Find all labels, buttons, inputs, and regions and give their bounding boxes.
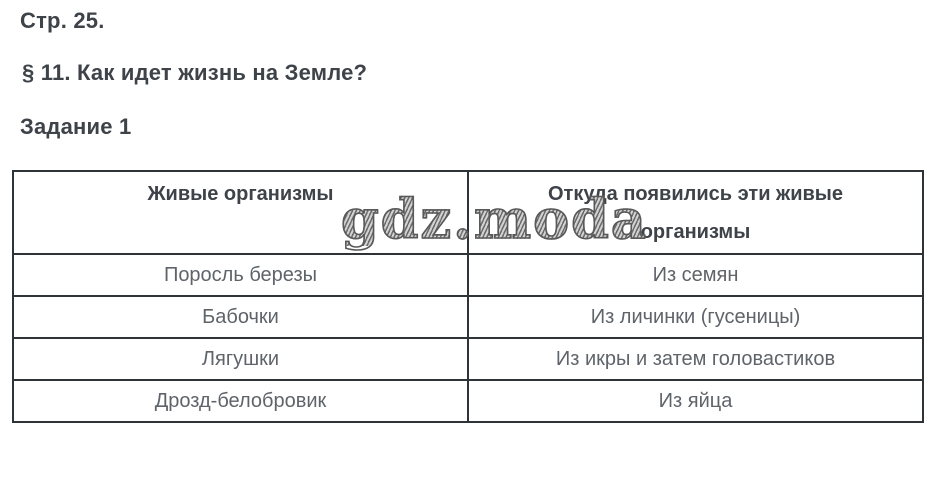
table-row: Поросль березы Из семян (12, 253, 924, 297)
organism-cell: Лягушки (12, 337, 469, 381)
task-title: Задание 1 (20, 114, 132, 139)
origin-cell: Из икры и затем головастиков (467, 337, 924, 381)
origin-cell: Из яйца (467, 379, 924, 423)
section-title: § 11. Как идет жизнь на Земле? (22, 60, 368, 85)
origin-cell: Из личинки (гусеницы) (467, 295, 924, 339)
table-row: Дрозд-белобровик Из яйца (12, 379, 924, 423)
table-row: Лягушки Из икры и затем головастиков (12, 337, 924, 381)
origin-cell: Из семян (467, 253, 924, 297)
organism-cell: Бабочки (12, 295, 469, 339)
table-row: Бабочки Из личинки (гусеницы) (12, 295, 924, 339)
organisms-table: Живые организмы Откуда появились эти жив… (12, 170, 924, 423)
organism-cell: Поросль березы (12, 253, 469, 297)
page-number-label: Стр. 25. (20, 8, 105, 33)
organism-cell: Дрозд-белобровик (12, 379, 469, 423)
column-header-origin: Откуда появились эти живые организмы (467, 170, 924, 255)
column-header-organisms: Живые организмы (12, 170, 469, 255)
table-body: Поросль березы Из семян Бабочки Из личин… (12, 253, 924, 423)
header-row: Живые организмы Откуда появились эти жив… (12, 170, 924, 255)
table-header: Живые организмы Откуда появились эти жив… (12, 170, 924, 255)
